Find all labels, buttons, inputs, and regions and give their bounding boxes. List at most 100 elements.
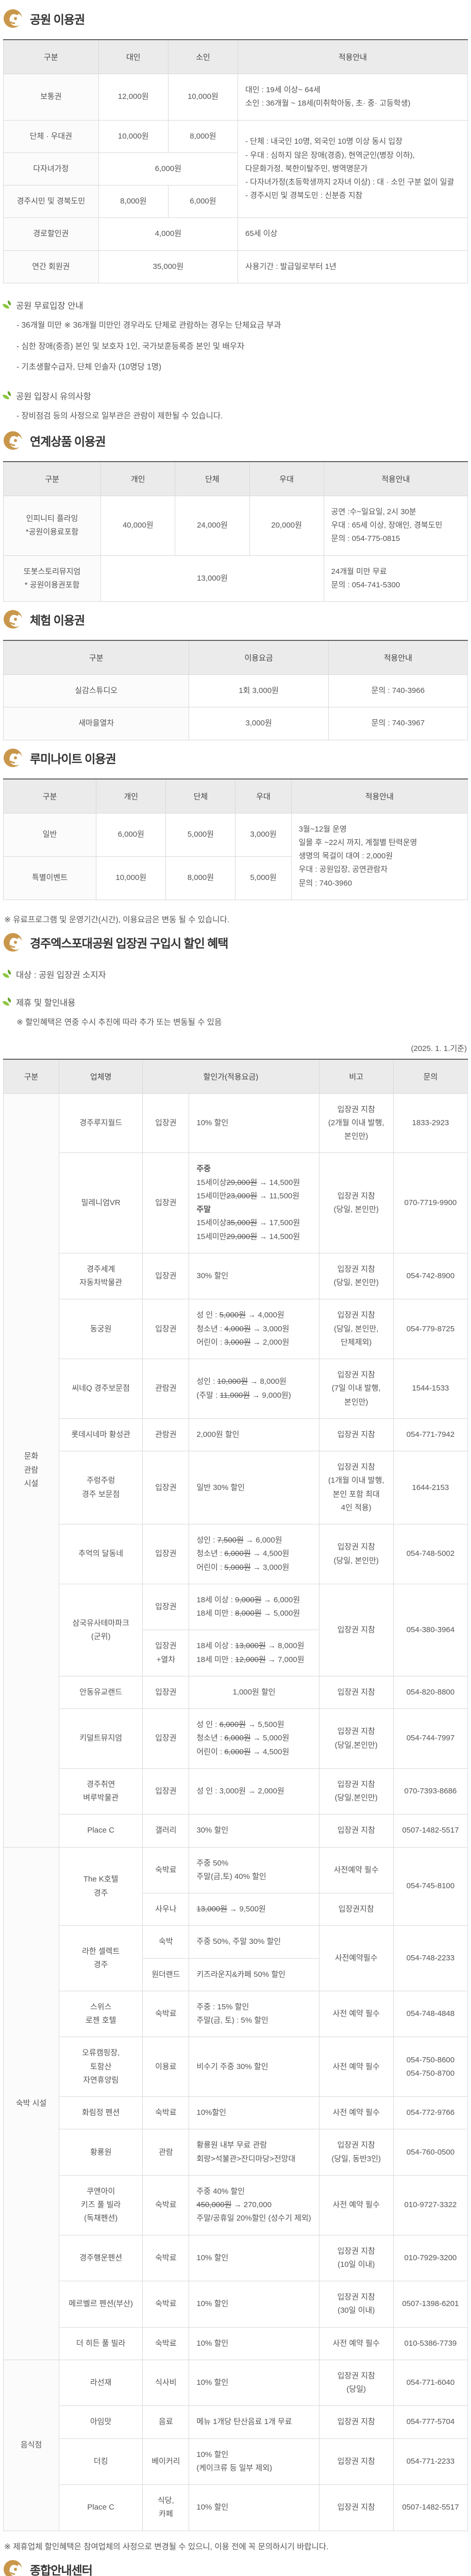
table-cell: 씨네Q 경주보문점 bbox=[59, 1359, 143, 1419]
table-cell: 주중 50%, 주말 30% 할인 bbox=[189, 1925, 319, 1959]
table-cell: 010-5386-7739 bbox=[393, 2327, 468, 2360]
table-cell: 30% 할인 bbox=[189, 1252, 319, 1300]
table-cell: 입장권 지참 (10일 이내) bbox=[318, 2234, 394, 2282]
table-row: 동궁원 입장권 성 인 : 5,000원 → 4,000원 청소년 : 4,000원 … bbox=[4, 1299, 468, 1360]
table-cell: 10% 할인 bbox=[189, 2234, 319, 2282]
table-cell: 054-820-8800 bbox=[393, 1675, 468, 1709]
table-cell: 10% 할인 bbox=[189, 2281, 319, 2328]
table-row: 특별이벤트 10,000원 8,000원 5,000원 bbox=[3, 856, 468, 900]
table-cell: 경주시민 및 경북도민 bbox=[3, 184, 99, 218]
table-cell: 일반 bbox=[3, 812, 97, 857]
note-group: 공원 입장시 유의사항 - 장비점검 등의 사정으로 일부관은 관람이 제한될 수… bbox=[2, 389, 468, 423]
table-cell: 입장권 지참 (7일 이내 발행, 본인만) bbox=[318, 1359, 394, 1419]
table-cell: - 단체 : 내국인 10명, 외국인 10명 이상 동시 입장 - 우대 : 심… bbox=[237, 120, 468, 218]
note-title: 공원 입장시 유의사항 bbox=[2, 389, 468, 402]
table-cell: 주중 50% 주말(금,토) 40% 할인 bbox=[189, 1846, 319, 1894]
column-header: 단체 bbox=[175, 461, 250, 496]
column-header: 구분 bbox=[3, 778, 97, 814]
table-row: 삼국유사테마파크 (군위) 입장권 18세 이상 : 9,000원 → 6,000원… bbox=[4, 1583, 468, 1676]
table-cell: 식당, 카페 bbox=[142, 2484, 190, 2531]
table-cell: 10,000원 bbox=[167, 74, 238, 121]
table-row: 인피니티 플라잉 *공원이용료포함 40,000원 24,000원 20,000원 공연 … bbox=[3, 495, 468, 556]
table-cell: 황룡원 내부 무료 관람 회랑>석불관>잔디마당>전망대 bbox=[189, 2129, 319, 2176]
table-cell: 메르벨르 펜션(부산) bbox=[59, 2281, 143, 2328]
table-cell: 입장권 지참 bbox=[318, 2405, 394, 2439]
table-cell: 13,000원 bbox=[100, 555, 324, 602]
section-title: 연계상품 이용권 bbox=[30, 434, 106, 448]
table-cell: 5,000원 bbox=[235, 856, 292, 900]
table-cell: 054-760-0500 bbox=[393, 2129, 468, 2176]
table-cell: 성 인 : 3,000원 → 2,000원 bbox=[189, 1768, 319, 1815]
table-cell: 2,000원 할인 bbox=[189, 1418, 319, 1452]
column-header: 구분 bbox=[3, 1059, 60, 1094]
table-cell: 대인 : 19세 이상~ 64세 소인 : 36개월 ~ 18세(미취학아동, 초… bbox=[237, 74, 468, 121]
note-title: 공원 무료입장 안내 bbox=[2, 299, 468, 311]
luminite-note: ※ 유료프로그램 및 운영기간(시간), 이용요금은 변동 될 수 있습니다. bbox=[4, 915, 230, 924]
table-cell: 054-744-7997 bbox=[393, 1708, 468, 1769]
table-cell: 성인 : 10,000원 → 8,000원 (주말 : 11,000원 → 9,0… bbox=[189, 1359, 319, 1419]
table-cell: 입장권 bbox=[142, 1524, 190, 1584]
table-cell: 054-742-8900 bbox=[393, 1252, 468, 1300]
table-row: 더 히든 풀 빌라 숙박료 10% 할인 사전 예약 필수 010-5386-7739 bbox=[4, 2327, 468, 2360]
table-cell: 음료 bbox=[142, 2405, 190, 2439]
table-row: 다자녀가정 6,000원 bbox=[3, 152, 468, 186]
table-cell: 사우나 bbox=[142, 1893, 190, 1926]
discount-target-note: 대상 : 공원 입장권 소지자 bbox=[2, 968, 468, 980]
table-cell: 스위스 로젠 호텔 bbox=[59, 1990, 143, 2038]
section-header: 루미나이트 이용권 bbox=[3, 748, 468, 768]
table-cell: 35,000원 bbox=[98, 250, 238, 283]
table-cell: 8,000원 bbox=[165, 856, 236, 900]
table-cell: 8,000원 bbox=[167, 120, 238, 153]
table-cell: 황룡원 bbox=[59, 2129, 143, 2176]
table-cell: 숙박료 bbox=[142, 1846, 190, 1894]
table-row: 추억의 달동네 입장권 성인 : 7,500원 → 6,000원 청소년 : 6,00… bbox=[4, 1524, 468, 1584]
table-cell: 0507-1482-5517 bbox=[393, 2484, 468, 2531]
table-cell: 관람권 bbox=[142, 1359, 190, 1419]
table-cell: 숙박료 bbox=[142, 2281, 190, 2328]
note-title-text: 대상 : 공원 입장권 소지자 bbox=[16, 970, 106, 980]
table-row: 음식점 라선재 식사비 10% 할인 입장권 지참 (당일) 054-771-6040 bbox=[3, 2359, 468, 2531]
table-cell: 054-748-5002 bbox=[393, 1524, 468, 1584]
table-cell: 8,000원 bbox=[98, 184, 169, 218]
column-header: 문의 bbox=[393, 1059, 468, 1094]
table-cell: 숙박료 bbox=[142, 2234, 190, 2282]
table-cell: 3,000원 bbox=[235, 812, 292, 857]
table-cell: 이용료 bbox=[142, 2037, 190, 2097]
table-cell: 성 인 : 5,000원 → 4,000원 청소년 : 4,000원 → 3,00… bbox=[189, 1299, 319, 1360]
table-cell: 사용기간 : 발급일로부터 1년 bbox=[237, 250, 468, 283]
table-row: 입장권+열차 18세 이상 : 13,000원 → 8,000원 18세 미만 : … bbox=[4, 1630, 468, 1676]
table-cell: 10% 할인 bbox=[189, 1093, 319, 1154]
table-row: 오류캠핑장, 토함산 자연휴양림 이용료 비수기 주중 30% 할인 사전 예약 필수 05… bbox=[4, 2037, 468, 2097]
column-header: 적용안내 bbox=[291, 778, 468, 814]
table-cell: 밀레니엄VR bbox=[59, 1153, 143, 1253]
table-cell: 사전 예약 필수 bbox=[318, 1990, 394, 2038]
data-table: 구분 대인 소인 적용안내 보통권 12,000원 10,000원 대인 : 19세 이상~ … bbox=[3, 39, 468, 283]
table-cell: 비수기 주중 30% 할인 bbox=[189, 2037, 319, 2097]
table-cell: 숙박료 bbox=[142, 2327, 190, 2360]
table-cell: 주중 40% 할인 450,000원 → 270,000 주말/공휴일 20%할인 … bbox=[189, 2175, 319, 2235]
section-park-tickets: 공원 이용권 구분 대인 소인 적용안내 보통권 12,000원 10,000원 대인 : 1… bbox=[2, 8, 468, 423]
table-cell: 사전예약필수 bbox=[318, 1925, 394, 1991]
table-cell: 화림정 펜션 bbox=[59, 2096, 143, 2130]
table-cell: 입장권 bbox=[142, 1252, 190, 1300]
note-group: 대상 : 공원 입장권 소지자 bbox=[2, 968, 468, 980]
park-notes: 공원 무료입장 안내 - 36개월 미만 ※ 36개월 미만인 경우라도 단체로 … bbox=[2, 299, 468, 423]
table-cell: 입장권 bbox=[142, 1093, 190, 1154]
column-header: 적용안내 bbox=[323, 461, 468, 496]
table-cell: 또봇스토리뮤지엄 * 공원이용권포함 bbox=[3, 555, 102, 602]
table-cell: 054-771-7942 bbox=[393, 1418, 468, 1452]
table-cell: 65세 이상 bbox=[237, 217, 468, 251]
table-cell: 입장권 지참 (당일, 본인만, 단체제외) bbox=[318, 1299, 394, 1360]
table-row: 씨네Q 경주보문점 관람권 성인 : 10,000원 → 8,000원 (주말 : 1… bbox=[4, 1359, 468, 1419]
table-cell: 입장권 지참 (당일,본인만) bbox=[318, 1768, 394, 1815]
section-title: 공원 이용권 bbox=[30, 13, 85, 26]
table-cell: 입장권지참 bbox=[318, 1893, 394, 1926]
table-cell: 주중 : 15% 할인 주말(금, 토) : 5% 할인 bbox=[189, 1990, 319, 2038]
table-cell: 원더랜드 bbox=[142, 1958, 190, 1991]
column-header: 비고 bbox=[318, 1059, 394, 1094]
table-cell: 입장권 지참 bbox=[318, 2484, 394, 2531]
note-item: - 기초생활수급자, 단체 인솔자 (10명당 1명) bbox=[16, 363, 162, 372]
section-title: 경주엑스포대공원 입장권 구입시 할인 혜택 bbox=[30, 936, 228, 950]
column-header: 소인 bbox=[167, 40, 238, 74]
